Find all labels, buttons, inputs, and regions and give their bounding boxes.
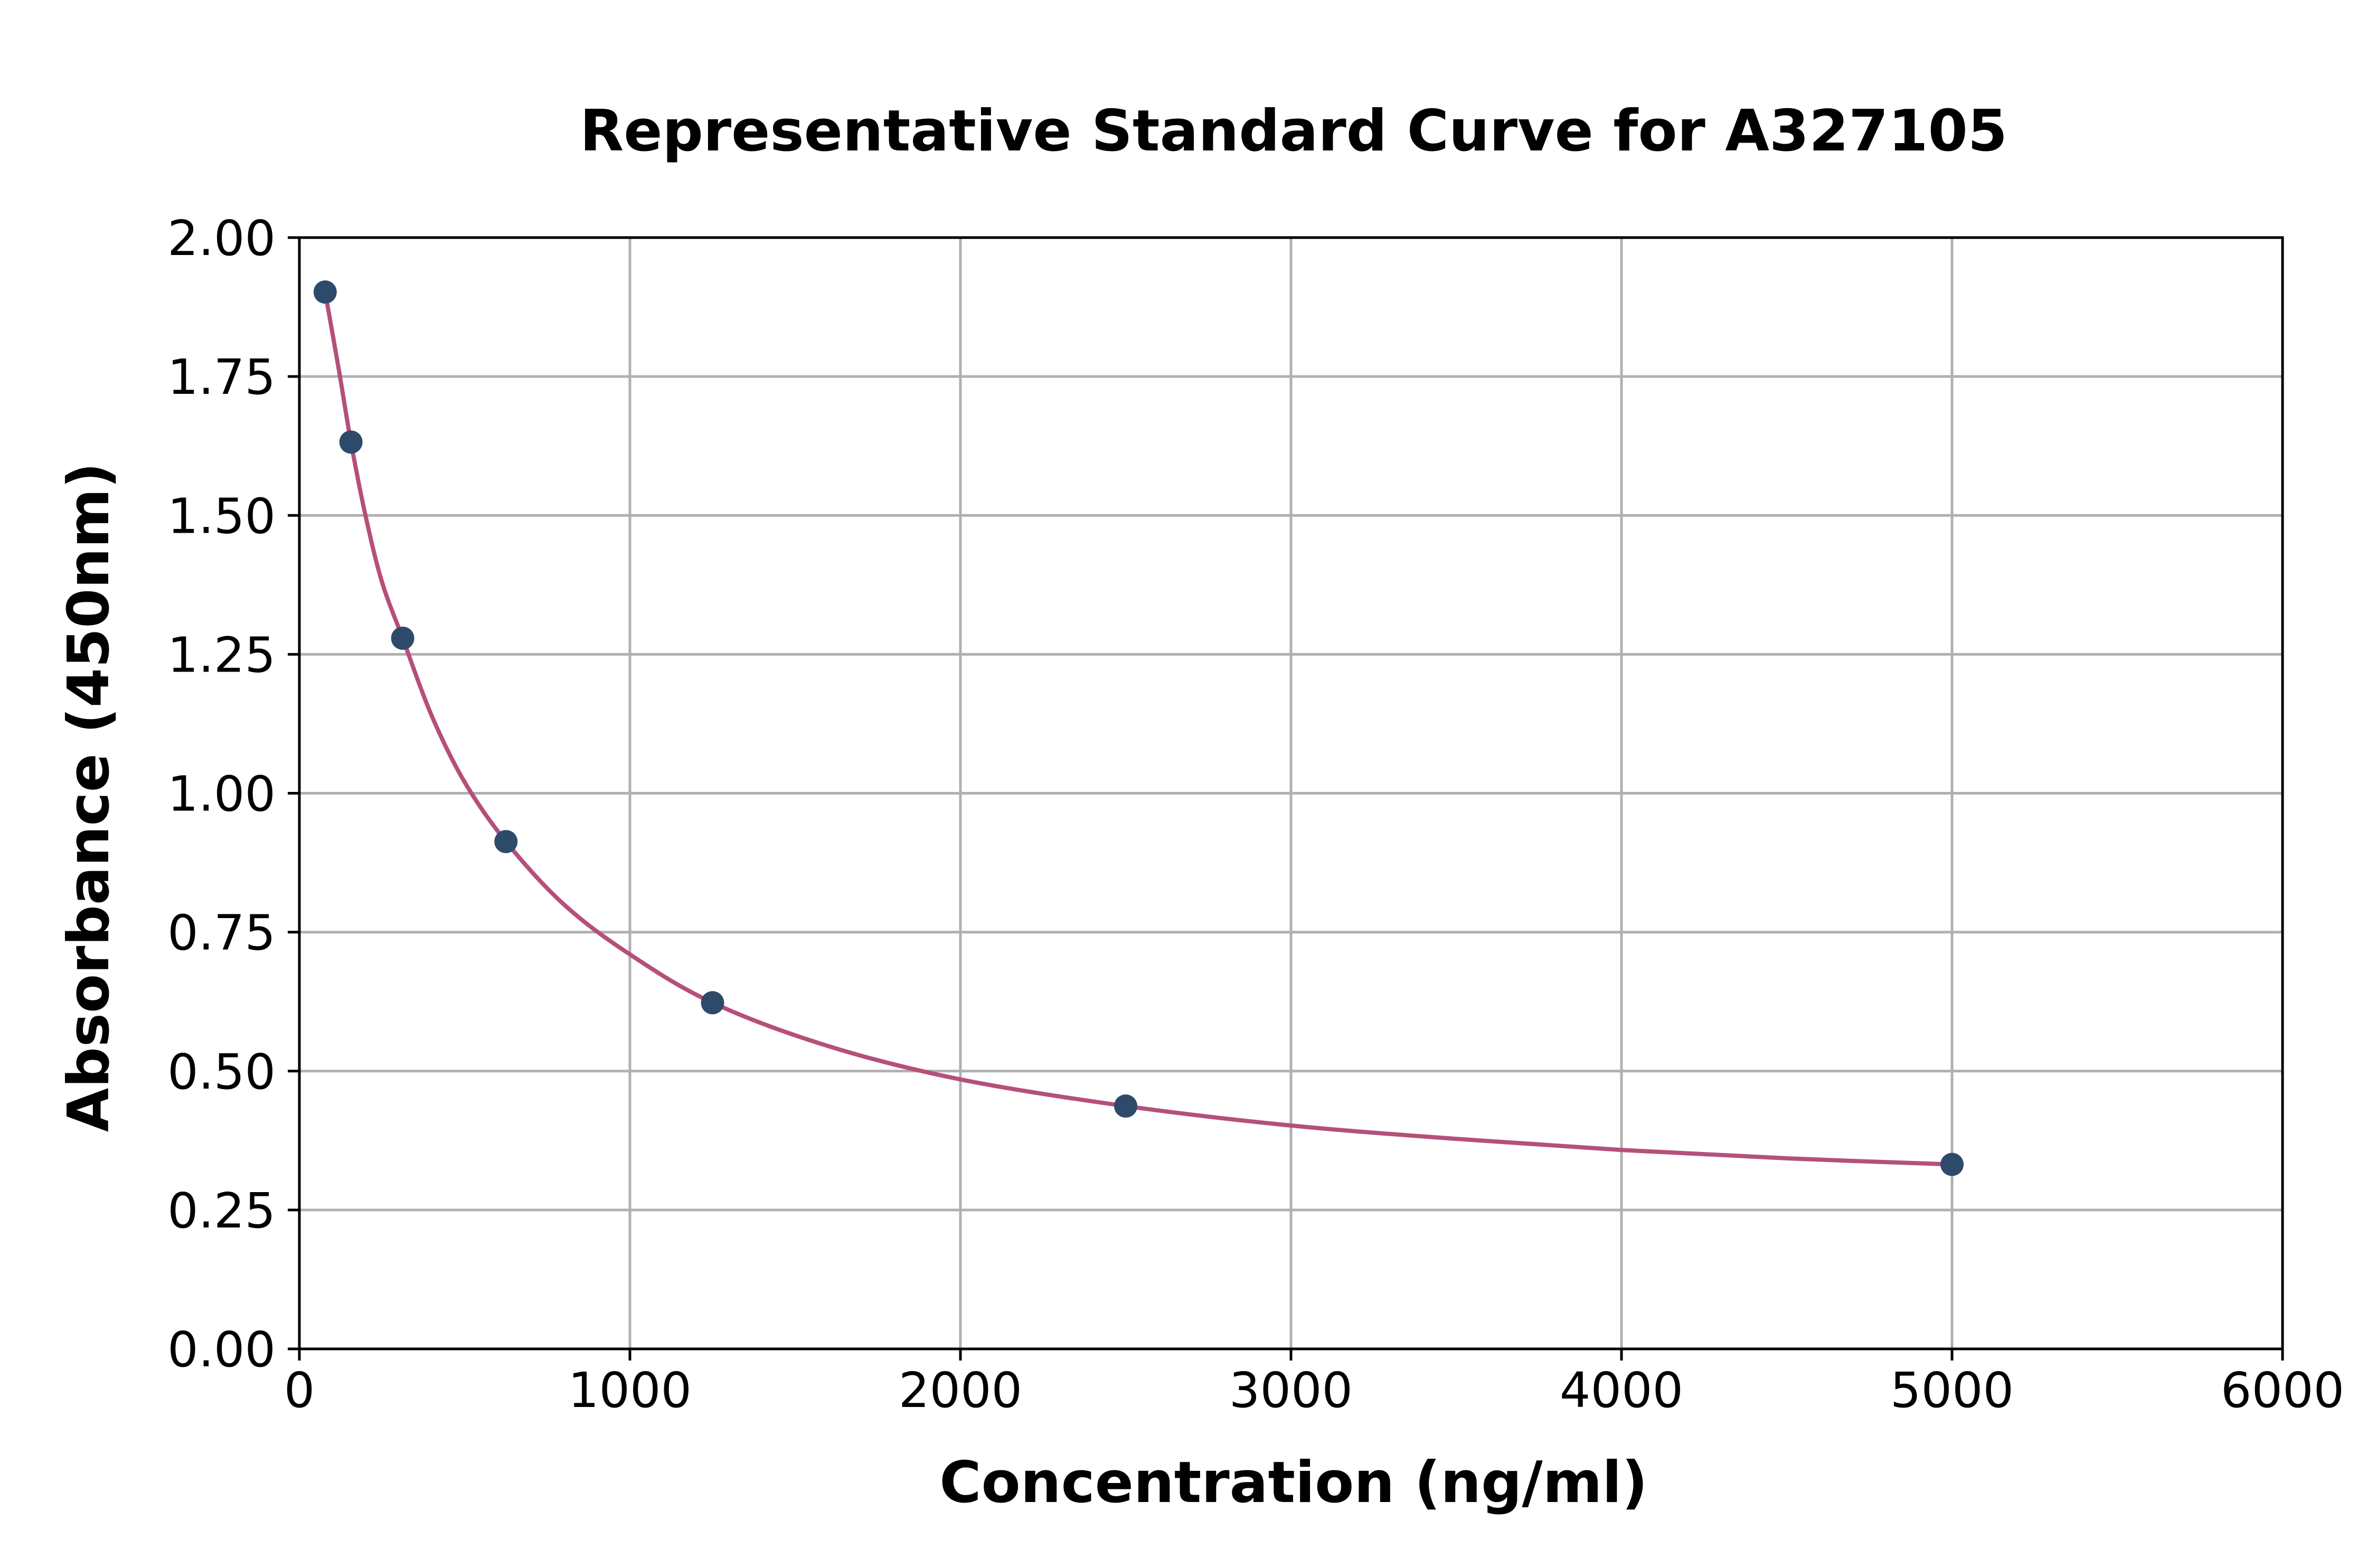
y-axis-label: Absorbance (450nm) <box>56 462 122 1132</box>
x-tick-label: 3000 <box>1229 1362 1353 1419</box>
chart-title: Representative Standard Curve for A32710… <box>580 98 2007 164</box>
y-tick-label: 1.00 <box>167 766 276 823</box>
x-tick-label: 0 <box>284 1362 315 1419</box>
y-tick-label: 0.50 <box>167 1044 276 1100</box>
x-tick-label: 5000 <box>1890 1362 2014 1419</box>
x-tick-label: 2000 <box>899 1362 1022 1419</box>
data-point <box>494 830 518 854</box>
x-tick-label: 6000 <box>2221 1362 2344 1419</box>
data-point <box>701 991 724 1015</box>
x-axis-label: Concentration (ng/ml) <box>939 1450 1648 1516</box>
data-point <box>1940 1153 1964 1176</box>
data-point <box>313 280 337 304</box>
y-tick-label: 0.25 <box>167 1183 276 1239</box>
gridlines <box>298 236 2284 1350</box>
y-tick-label: 0.75 <box>167 905 276 961</box>
data-point <box>1114 1094 1137 1118</box>
data-point <box>339 430 363 454</box>
x-tick-label: 1000 <box>568 1362 692 1419</box>
data-point <box>391 626 414 650</box>
axis-ticks: 0 1000 2000 3000 4000 5000 6000 0.00 0.25 0.50 0.7… <box>167 210 2344 1419</box>
x-tick-label: 4000 <box>1560 1362 1683 1419</box>
data-points-layer <box>313 280 1964 1176</box>
y-tick-label: 1.75 <box>167 349 276 405</box>
y-tick-label: 1.25 <box>167 627 276 683</box>
y-tick-label: 1.50 <box>167 488 276 544</box>
y-tick-label: 0.00 <box>167 1321 276 1378</box>
y-tick-label: 2.00 <box>167 210 276 267</box>
